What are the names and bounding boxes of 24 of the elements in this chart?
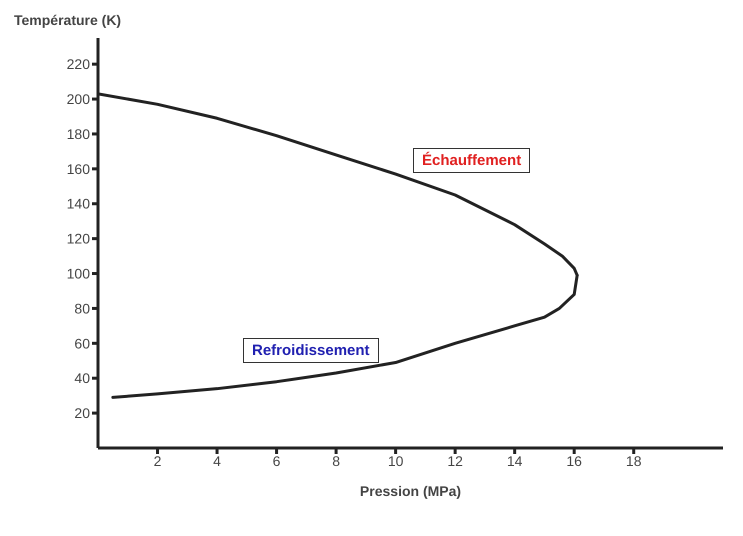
x-tick-label: 16 (566, 452, 582, 469)
x-tick-label: 4 (213, 452, 222, 469)
y-tick-label: 20 (74, 405, 90, 422)
x-tick-label: 8 (332, 452, 340, 469)
y-axis-title: Température (K) (14, 12, 122, 28)
annotation: Échauffement (413, 148, 530, 173)
y-tick-label: 140 (66, 196, 90, 212)
y-tick-label: 80 (74, 300, 90, 316)
y-tick-label: 160 (66, 160, 90, 177)
x-tick-label: 2 (154, 452, 162, 469)
x-tick-label: 12 (447, 452, 464, 469)
x-tick-label: 6 (272, 452, 281, 469)
x-tick-label: 10 (388, 452, 404, 469)
x-tick-label: 14 (506, 452, 523, 469)
y-tick-label: 220 (66, 56, 90, 72)
x-axis-title: Pression (MPa) (360, 483, 462, 499)
y-tick-label: 120 (66, 230, 90, 247)
annotation: Refroidissement (243, 338, 379, 363)
x-tick-label: 18 (626, 452, 642, 469)
y-tick-label: 180 (66, 126, 90, 142)
y-tick-label: 200 (66, 91, 90, 108)
y-tick-label: 40 (74, 370, 90, 386)
y-tick-label: 100 (66, 266, 90, 282)
y-tick-label: 60 (74, 335, 90, 352)
